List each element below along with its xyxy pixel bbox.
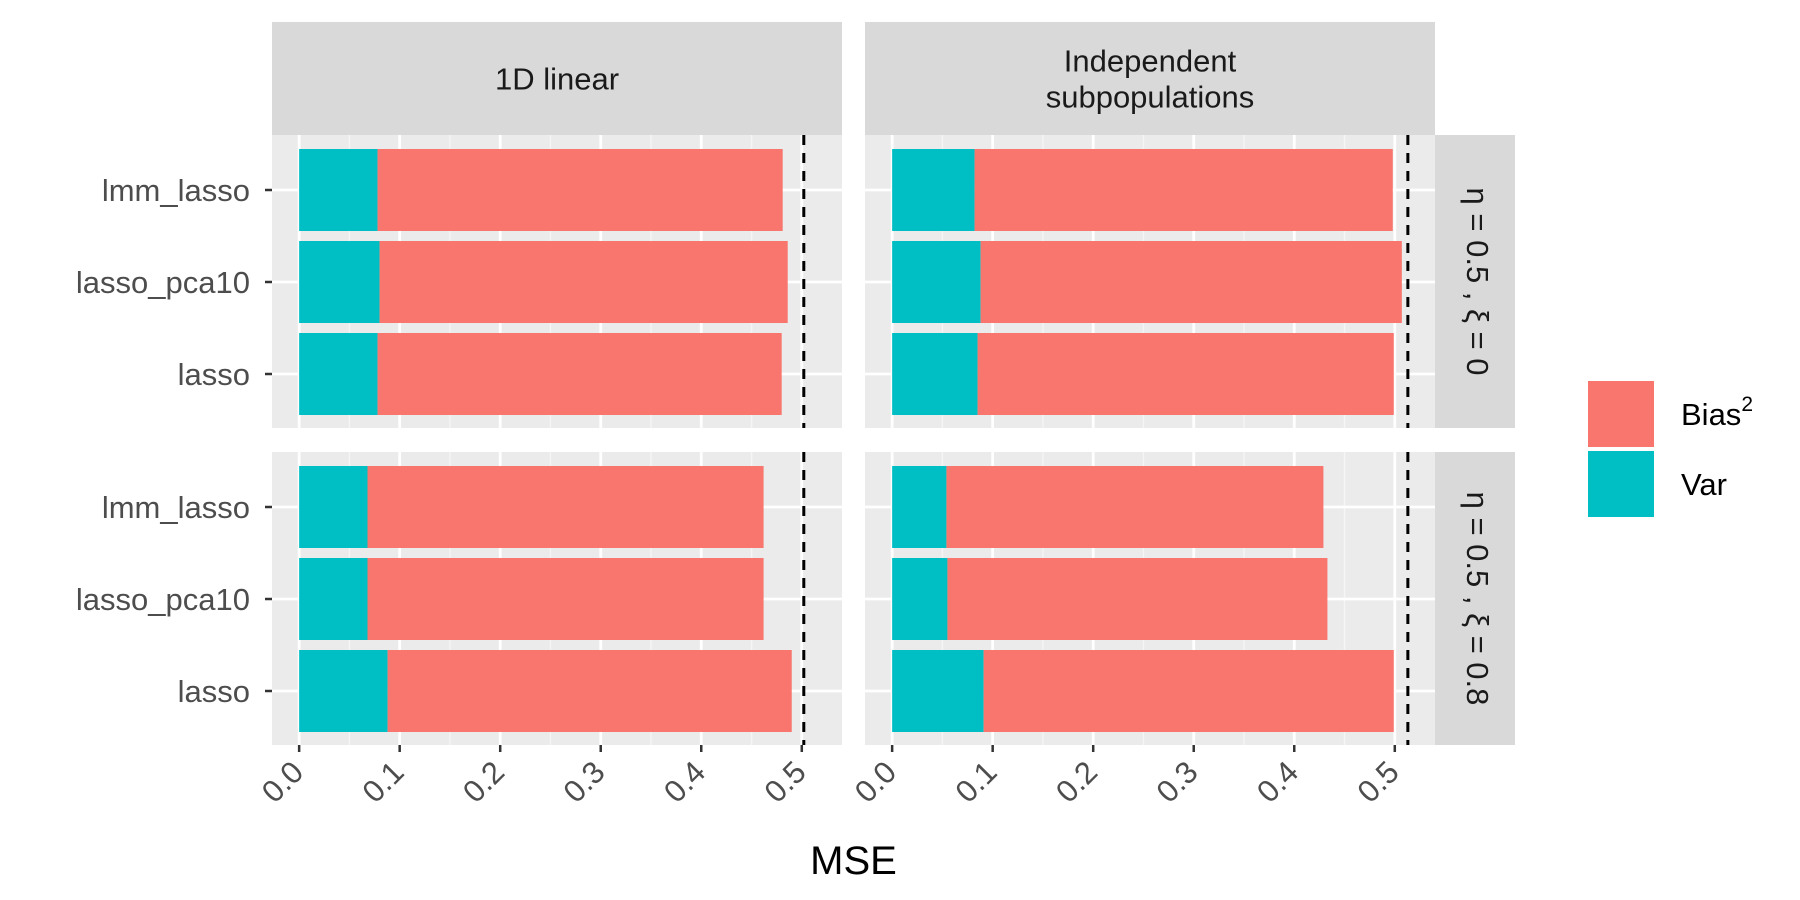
row-strip-0 xyxy=(1435,135,1515,428)
bar-bias-lasso-pca10 xyxy=(980,241,1402,323)
y-tick-label-lasso: lasso xyxy=(178,674,250,709)
bar-bias-lmm-lasso xyxy=(974,149,1393,231)
bar-var-lasso xyxy=(892,650,984,732)
y-tick-label-lasso-pca10: lasso_pca10 xyxy=(76,582,250,617)
legend-label-superscript: 2 xyxy=(1741,393,1753,416)
x-tick-label: 0.1 xyxy=(355,754,410,809)
x-tick-label: 0.3 xyxy=(556,754,611,809)
bar-bias-lmm-lasso xyxy=(367,466,764,548)
bar-bias-lasso-pca10 xyxy=(379,241,788,323)
y-tick-label-lmm-lasso: lmm_lasso xyxy=(102,490,250,525)
strip-label-line: Independent xyxy=(1064,44,1237,79)
strip-label-line: 1D linear xyxy=(495,62,619,97)
bar-var-lmm-lasso xyxy=(892,466,947,548)
panel-1d-linear-1 xyxy=(272,452,842,745)
x-tick-label: 0.1 xyxy=(948,754,1003,809)
bar-var-lasso xyxy=(299,333,378,415)
bar-bias-lmm-lasso xyxy=(377,149,783,231)
y-tick-label-lasso-pca10: lasso_pca10 xyxy=(76,265,250,300)
x-tick-label: 0.0 xyxy=(255,754,310,809)
y-tick-label-lmm-lasso: lmm_lasso xyxy=(102,173,250,208)
bar-var-lasso-pca10 xyxy=(299,558,368,640)
x-tick-label: 0.2 xyxy=(1049,754,1104,809)
strip-independent-subpopulations xyxy=(865,22,1435,135)
strip-label-1d-linear: 1D linear xyxy=(495,62,619,97)
bar-var-lasso-pca10 xyxy=(892,558,948,640)
bar-bias-lasso xyxy=(377,333,782,415)
bar-var-lmm-lasso xyxy=(299,466,368,548)
strip-label-independent-subpopulations: Independent subpopulations xyxy=(1046,44,1255,115)
row-strip-1 xyxy=(1435,452,1515,745)
x-axis-title: MSE xyxy=(810,839,897,883)
bar-bias-lasso-pca10 xyxy=(367,558,764,640)
y-tick-label-lasso: lasso xyxy=(178,357,250,392)
x-tick-label: 0.4 xyxy=(657,754,712,809)
x-tick-label: 0.5 xyxy=(758,754,813,809)
legend: Bias2 Var xyxy=(1588,381,1753,517)
row-strip-label-0: η = 0.5 , ξ = 0 xyxy=(1460,188,1495,376)
x-tick-label: 0.4 xyxy=(1250,754,1305,809)
strip-label-line: subpopulations xyxy=(1046,80,1255,115)
bar-var-lmm-lasso xyxy=(892,149,975,231)
x-tick-label: 0.3 xyxy=(1149,754,1204,809)
strip-1d-linear xyxy=(272,22,842,135)
bar-var-lasso xyxy=(892,333,978,415)
bar-bias-lasso xyxy=(983,650,1394,732)
panel-1d-linear-0 xyxy=(272,135,842,428)
bar-bias-lasso-pca10 xyxy=(947,558,1328,640)
legend-label-text: Var xyxy=(1681,467,1727,502)
bar-var-lasso xyxy=(299,650,388,732)
legend-label-var: Var xyxy=(1681,467,1727,502)
bar-bias-lmm-lasso xyxy=(946,466,1324,548)
x-tick-label: 0.2 xyxy=(456,754,511,809)
row-strip-label-1: η = 0.5 , ξ = 0.8 xyxy=(1460,492,1495,706)
x-tick-label: 0.5 xyxy=(1351,754,1406,809)
x-tick-label: 0.0 xyxy=(848,754,903,809)
bar-var-lasso-pca10 xyxy=(299,241,380,323)
panel-independent-subpopulations-1 xyxy=(865,452,1435,745)
panel-independent-subpopulations-0 xyxy=(865,135,1435,428)
legend-key-bias xyxy=(1588,381,1654,447)
bar-var-lmm-lasso xyxy=(299,149,378,231)
legend-label-text: Bias xyxy=(1681,397,1741,432)
legend-key-var xyxy=(1588,451,1654,517)
bar-var-lasso-pca10 xyxy=(892,241,981,323)
legend-label-bias: Bias2 xyxy=(1681,393,1753,432)
bar-bias-lasso xyxy=(977,333,1394,415)
bar-bias-lasso xyxy=(387,650,792,732)
